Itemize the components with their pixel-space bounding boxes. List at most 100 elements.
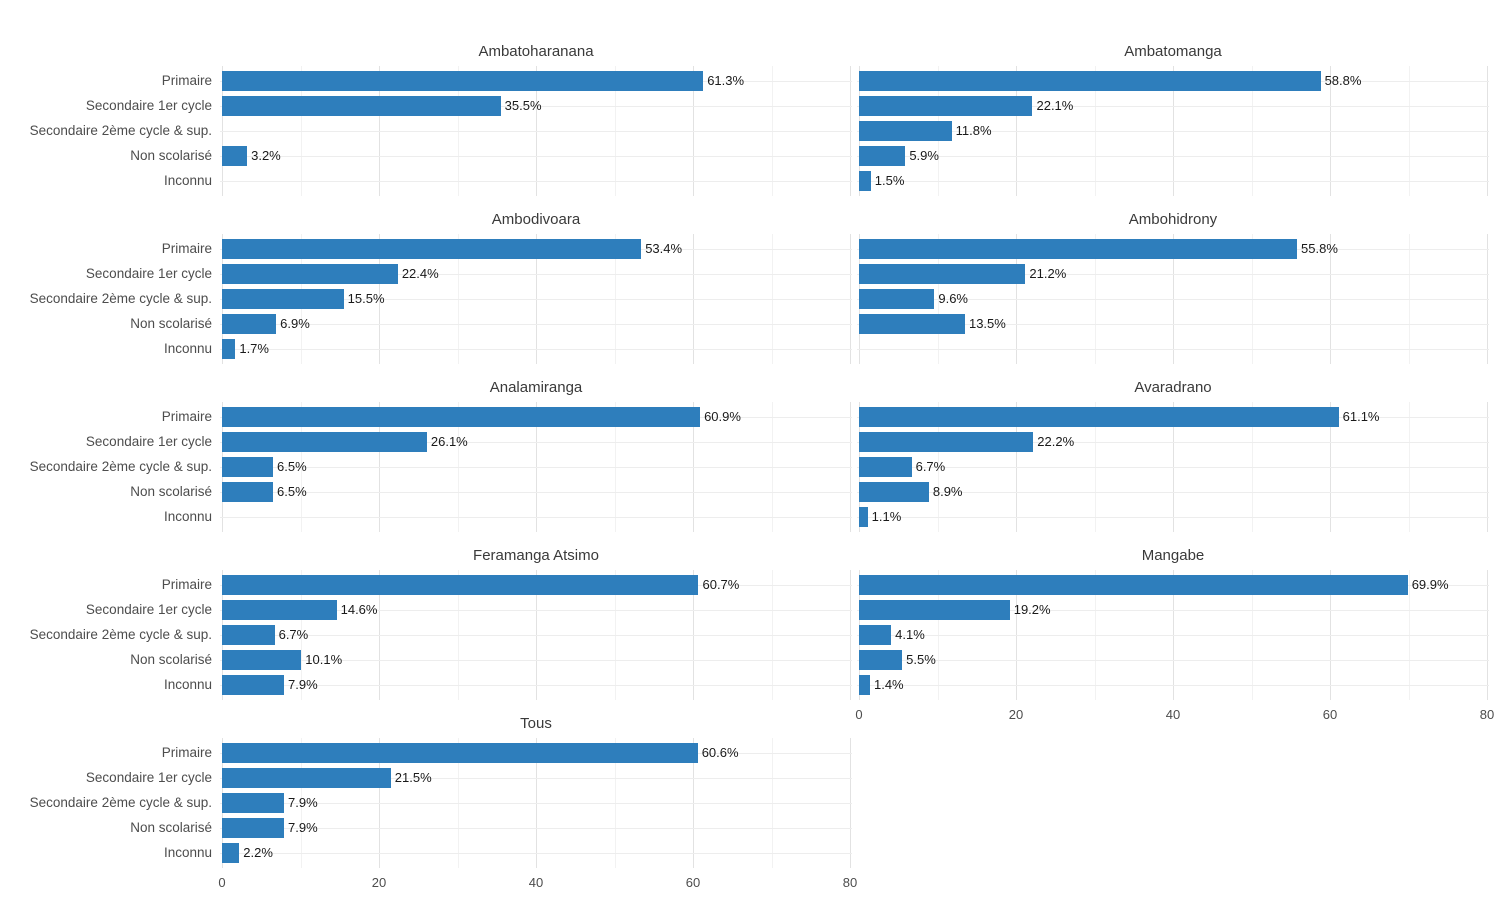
facet-title: Ambodivoara <box>491 211 581 228</box>
gridline-horizontal <box>857 349 1489 350</box>
gridline-horizontal <box>857 660 1489 661</box>
gridline-horizontal <box>220 156 852 157</box>
value-label: 22.2% <box>1037 434 1075 449</box>
value-label: 58.8% <box>1324 73 1362 88</box>
gridline-horizontal <box>857 324 1489 325</box>
value-label: 9.6% <box>938 291 968 306</box>
x-tick-label: 60 <box>685 875 701 890</box>
bar <box>222 650 302 670</box>
facet-title: Mangabe <box>1141 547 1205 564</box>
x-tick-label: 20 <box>371 875 387 890</box>
category-label: Secondaire 2ème cycle & sup. <box>29 795 212 810</box>
gridline-horizontal <box>857 181 1489 182</box>
x-tick-label: 80 <box>842 875 858 890</box>
x-tick-label: 20 <box>1008 707 1024 722</box>
bar <box>222 625 275 645</box>
bar <box>222 339 236 359</box>
bar <box>222 289 344 309</box>
x-tick-label: 40 <box>1165 707 1181 722</box>
gridline-horizontal <box>857 106 1489 107</box>
gridline-horizontal <box>857 131 1489 132</box>
facet-panel: 60.7% 14.6% 6.7% 10.1% 7.9% <box>220 570 852 700</box>
value-label: 14.6% <box>340 602 378 617</box>
facet-panel: 58.8% 22.1% 11.8% 5.9% 1.5% <box>857 66 1489 196</box>
value-label: 4.1% <box>895 627 925 642</box>
value-label: 60.7% <box>702 577 740 592</box>
value-label: 61.3% <box>707 73 745 88</box>
category-label: Secondaire 2ème cycle & sup. <box>29 291 212 306</box>
bar <box>222 482 274 502</box>
category-label: Non scolarisé <box>130 148 212 163</box>
gridline-horizontal <box>857 156 1489 157</box>
facet-title: Ambohidrony <box>1128 211 1218 228</box>
bar <box>222 407 701 427</box>
category-label: Secondaire 1er cycle <box>85 98 212 113</box>
gridline-horizontal <box>220 324 852 325</box>
facet-panel: 60.9% 26.1% 6.5% 6.5% <box>220 402 852 532</box>
value-label: 1.1% <box>871 509 902 524</box>
gridline-horizontal <box>220 467 852 468</box>
value-label: 22.1% <box>1036 98 1074 113</box>
value-label: 7.9% <box>288 820 318 835</box>
facet-title: Avaradrano <box>1134 379 1212 396</box>
bar <box>859 482 929 502</box>
value-label: 53.4% <box>645 241 683 256</box>
gridline-horizontal <box>220 106 852 107</box>
gridline-horizontal <box>857 299 1489 300</box>
category-label: Non scolarisé <box>130 316 212 331</box>
gridline-horizontal <box>857 492 1489 493</box>
facet-title: Ambatomanga <box>1124 43 1222 60</box>
value-label: 6.5% <box>277 459 307 474</box>
value-label: 6.7% <box>278 627 309 642</box>
gridline-horizontal <box>220 778 852 779</box>
bar <box>859 600 1010 620</box>
gridline-horizontal <box>220 853 852 854</box>
facet-title: Ambatoharanana <box>478 43 594 60</box>
bar <box>859 650 903 670</box>
x-tick-label: 40 <box>528 875 544 890</box>
bar <box>859 289 935 309</box>
x-tick-label: 0 <box>218 875 226 890</box>
bar <box>222 675 284 695</box>
bar <box>859 314 965 334</box>
gridline-horizontal <box>857 517 1489 518</box>
category-label: Inconnu <box>163 677 212 692</box>
value-label: 11.8% <box>955 123 992 138</box>
bar <box>859 264 1026 284</box>
x-tick-label: 60 <box>1322 707 1338 722</box>
value-label: 35.5% <box>504 98 542 113</box>
value-label: 5.9% <box>909 148 939 163</box>
gridline-horizontal <box>220 492 852 493</box>
gridline-horizontal <box>220 349 852 350</box>
value-label: 6.7% <box>915 459 946 474</box>
category-label: Primaire <box>161 73 212 88</box>
bar <box>222 818 284 838</box>
bar <box>222 743 698 763</box>
bar <box>222 793 284 813</box>
bar <box>222 600 337 620</box>
value-label: 6.9% <box>280 316 310 331</box>
bar <box>222 314 277 334</box>
bar <box>859 625 892 645</box>
bar <box>222 457 274 477</box>
x-tick-label: 0 <box>855 707 863 722</box>
gridline-horizontal <box>220 828 852 829</box>
category-label: Inconnu <box>163 845 212 860</box>
gridline-horizontal <box>220 517 852 518</box>
bar <box>859 96 1033 116</box>
value-label: 2.2% <box>243 845 273 860</box>
bar <box>859 121 952 141</box>
facet-panel: 61.1% 22.2% 6.7% 8.9% 1.1% <box>857 402 1489 532</box>
value-label: 60.6% <box>701 745 739 760</box>
bar <box>859 457 912 477</box>
bar <box>859 507 868 527</box>
facet-panel: 55.8% 21.2% 9.6% 13.5% <box>857 234 1489 364</box>
gridline-horizontal <box>220 299 852 300</box>
gridline-horizontal <box>220 660 852 661</box>
category-label: Secondaire 2ème cycle & sup. <box>29 459 212 474</box>
bar <box>222 71 704 91</box>
value-label: 3.2% <box>251 148 281 163</box>
gridline-horizontal <box>220 610 852 611</box>
gridline-horizontal <box>220 131 852 132</box>
gridline-horizontal <box>857 467 1489 468</box>
